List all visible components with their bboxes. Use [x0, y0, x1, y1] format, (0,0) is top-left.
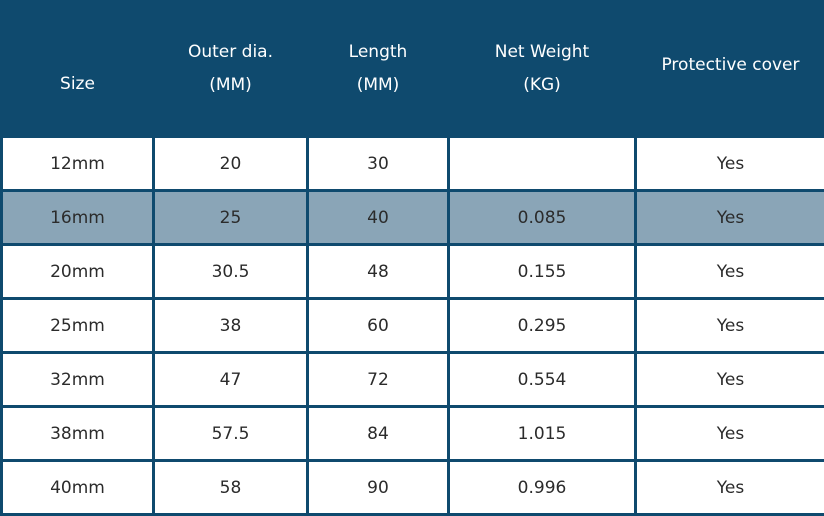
table-cell: 38mm	[2, 407, 154, 461]
header-cell: Outer dia.(MM)	[154, 2, 308, 137]
header-text: (MM)	[155, 69, 306, 102]
table-cell: 47	[154, 353, 308, 407]
table-cell: Yes	[636, 353, 824, 407]
header-text: Outer dia.	[155, 36, 306, 69]
table-cell: 0.295	[449, 299, 636, 353]
table-cell: Yes	[636, 407, 824, 461]
header-cell: Protective cover	[636, 2, 824, 137]
table-cell: 38	[154, 299, 308, 353]
table-cell: 60	[308, 299, 449, 353]
table-cell: Yes	[636, 137, 824, 191]
table-cell: 25mm	[2, 299, 154, 353]
table-cell: 12mm	[2, 137, 154, 191]
table-cell: 32mm	[2, 353, 154, 407]
table-cell	[449, 137, 636, 191]
header-text: Net Weight	[450, 36, 634, 69]
table-cell: 1.015	[449, 407, 636, 461]
table-cell: 57.5	[154, 407, 308, 461]
table-cell: 58	[154, 461, 308, 515]
header-cell: Length(MM)	[308, 2, 449, 137]
table-cell: 0.085	[449, 191, 636, 245]
header-text: (KG)	[450, 69, 634, 102]
table-cell: 72	[308, 353, 449, 407]
header-cell: Size	[2, 2, 154, 137]
header-cell: Net Weight(KG)	[449, 2, 636, 137]
table-cell: 16mm	[2, 191, 154, 245]
table-cell: Yes	[636, 299, 824, 353]
table-cell: Yes	[636, 245, 824, 299]
header-text: (MM)	[309, 69, 447, 102]
table-cell: 0.554	[449, 353, 636, 407]
header-text: Size	[3, 68, 152, 101]
table-cell: 90	[308, 461, 449, 515]
table-cell: Yes	[636, 461, 824, 515]
header-text: Length	[309, 36, 447, 69]
table-cell: 40	[308, 191, 449, 245]
table-cell: 30	[308, 137, 449, 191]
table-cell: 40mm	[2, 461, 154, 515]
table-cell: 20	[154, 137, 308, 191]
table-cell: 0.996	[449, 461, 636, 515]
table-cell: 30.5	[154, 245, 308, 299]
table-cell: 48	[308, 245, 449, 299]
table-cell: 0.155	[449, 245, 636, 299]
table-cell: Yes	[636, 191, 824, 245]
header-text: Protective cover	[637, 49, 824, 82]
table-cell: 25	[154, 191, 308, 245]
table-cell: 20mm	[2, 245, 154, 299]
table-cell: 84	[308, 407, 449, 461]
